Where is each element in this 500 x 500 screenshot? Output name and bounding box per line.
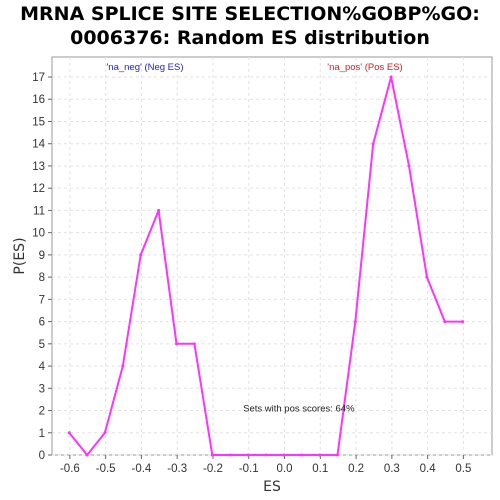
- y-tick-label: 12: [32, 183, 45, 195]
- y-tick-label: 13: [32, 161, 45, 173]
- chart-title-line-1: MRNA SPLICE SITE SELECTION%GOBP%GO:: [20, 3, 480, 25]
- y-tick-label: 1: [39, 428, 45, 440]
- data-point: [157, 208, 161, 212]
- y-tick-label: 5: [39, 339, 45, 351]
- legend: 'na_neg' (Neg ES) 'na_pos' (Pos ES): [106, 62, 402, 73]
- data-point: [121, 364, 125, 368]
- data-point: [67, 431, 71, 435]
- data-point: [85, 453, 89, 457]
- y-tick-label: 16: [32, 94, 45, 106]
- x-axis-label: ES: [263, 479, 281, 495]
- x-tick-label: 0.1: [312, 463, 328, 475]
- x-tick-label: 0.5: [455, 463, 471, 475]
- x-tick-label: -0.6: [60, 463, 80, 475]
- x-tick-label: -0.3: [167, 463, 187, 475]
- y-tick-label: 15: [32, 116, 45, 128]
- data-point: [318, 453, 322, 457]
- y-tick-label: 4: [39, 361, 46, 373]
- data-point: [282, 453, 286, 457]
- y-tick-label: 17: [32, 72, 45, 84]
- x-axis-ticks: -0.6 -0.5 -0.4 -0.3 -0.2 -0.1 0.0 0.1 0.2 0.3 0.4 0…: [60, 455, 471, 475]
- plot-area: [51, 56, 493, 456]
- y-tick-label: 11: [33, 205, 45, 217]
- y-tick-label: 7: [39, 294, 45, 306]
- legend-entry: 'na_pos' (Pos ES): [327, 62, 402, 73]
- y-tick-label: 6: [39, 317, 45, 329]
- x-tick-label: -0.2: [203, 463, 223, 475]
- data-point: [210, 453, 214, 457]
- data-point: [425, 275, 429, 279]
- data-point: [443, 320, 447, 324]
- y-tick-label: 10: [32, 228, 45, 240]
- data-point: [461, 320, 465, 324]
- x-tick-label: 0.3: [384, 463, 400, 475]
- x-tick-label: 0.4: [420, 463, 437, 475]
- data-point: [246, 453, 250, 457]
- pos-scores-annotation: Sets with pos scores: 64%: [243, 404, 355, 415]
- data-point: [228, 453, 232, 457]
- x-tick-label: -0.5: [96, 463, 116, 475]
- y-tick-label: 3: [39, 383, 45, 395]
- data-point: [192, 342, 196, 346]
- y-tick-label: 2: [39, 406, 45, 418]
- data-point: [371, 142, 375, 146]
- data-point: [389, 75, 393, 79]
- chart-title: MRNA SPLICE SITE SELECTION%GOBP%GO: 0006…: [0, 2, 500, 50]
- data-point: [264, 453, 268, 457]
- x-tick-label: -0.4: [132, 463, 152, 475]
- data-point: [353, 320, 357, 324]
- x-tick-label: 0.0: [277, 463, 293, 475]
- data-point: [174, 342, 178, 346]
- data-point: [300, 453, 304, 457]
- data-point: [407, 164, 411, 168]
- x-tick-label: -0.1: [239, 463, 259, 475]
- legend-entry: 'na_neg' (Neg ES): [106, 62, 183, 73]
- series-group: [67, 75, 465, 457]
- data-point: [335, 453, 339, 457]
- y-tick-label: 0: [39, 450, 45, 462]
- data-point: [103, 431, 107, 435]
- grid-lines: [52, 57, 492, 456]
- y-tick-label: 14: [32, 139, 45, 151]
- x-tick-label: 0.2: [348, 463, 364, 475]
- y-tick-label: 9: [39, 250, 45, 262]
- y-tick-label: 8: [39, 272, 45, 284]
- data-point: [139, 253, 143, 257]
- chart-title-line-2: 0006376: Random ES distribution: [70, 27, 430, 49]
- y-axis-label: P(ES): [12, 237, 28, 274]
